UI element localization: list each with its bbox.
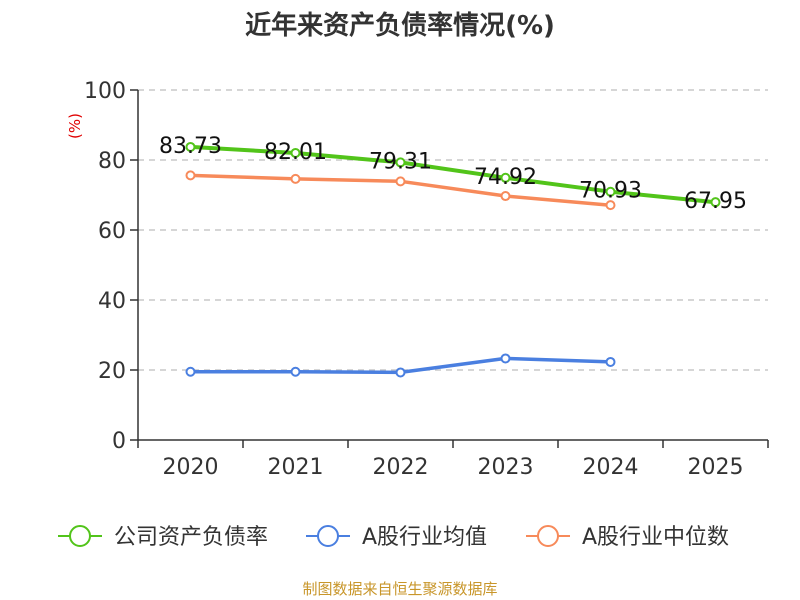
data-point: [710, 197, 721, 208]
axes: 0 20 40 60 80 100 2020 2021 2022 2023 2024 2025: [84, 79, 769, 480]
data-point: [500, 353, 511, 364]
data-point: [500, 191, 511, 202]
data-point: [185, 141, 196, 152]
data-point: [290, 147, 301, 158]
y-axis-label: (%): [66, 113, 84, 139]
grid-lines: [138, 89, 768, 371]
source-note: 制图数据来自恒生聚源数据库: [302, 580, 497, 598]
legend-marker: [317, 525, 339, 547]
y-tick-label: 80: [98, 149, 126, 174]
legend-label: 公司资产负债率: [114, 525, 268, 550]
x-tick-label: 2021: [268, 455, 324, 480]
data-point: [500, 172, 511, 183]
data-point: [395, 157, 406, 168]
data-point: [395, 176, 406, 187]
y-tick-label: 0: [112, 429, 126, 454]
legend-label: A股行业均值: [362, 525, 487, 550]
data-label: 67.95: [684, 189, 747, 214]
chart-title: 近年来资产负债率情况(%): [245, 10, 555, 41]
y-tick-label: 40: [98, 289, 126, 314]
data-point: [290, 366, 301, 377]
series-layer: [185, 141, 721, 378]
data-point: [185, 366, 196, 377]
data-label: 82.01: [264, 140, 327, 165]
series-line: [190, 144, 716, 205]
legend-label: A股行业中位数: [582, 525, 729, 550]
data-point: [290, 173, 301, 184]
data-label: 74.92: [474, 165, 537, 190]
data-labels: 83.73 82.01 79.31 74.92 70.93 67.95: [159, 134, 747, 214]
y-tick-label: 60: [98, 219, 126, 244]
x-tick-label: 2025: [688, 455, 744, 480]
legend-marker: [537, 525, 559, 547]
data-point: [185, 170, 196, 181]
x-tick-label: 2023: [478, 455, 534, 480]
data-label: 70.93: [579, 179, 642, 204]
y-tick-label: 100: [84, 79, 126, 104]
data-point: [605, 200, 616, 211]
data-point: [605, 356, 616, 367]
data-point: [395, 367, 406, 378]
x-tick-label: 2024: [583, 455, 639, 480]
data-label: 79.31: [369, 149, 432, 174]
x-tick-label: 2022: [373, 455, 429, 480]
data-point: [605, 186, 616, 197]
y-tick-label: 20: [98, 359, 126, 384]
x-tick-label: 2020: [163, 455, 219, 480]
legend-marker: [69, 525, 91, 547]
data-label: 83.73: [159, 134, 222, 159]
legend[interactable]: 公司资产负债率 A股行业均值 A股行业中位数: [58, 525, 729, 550]
